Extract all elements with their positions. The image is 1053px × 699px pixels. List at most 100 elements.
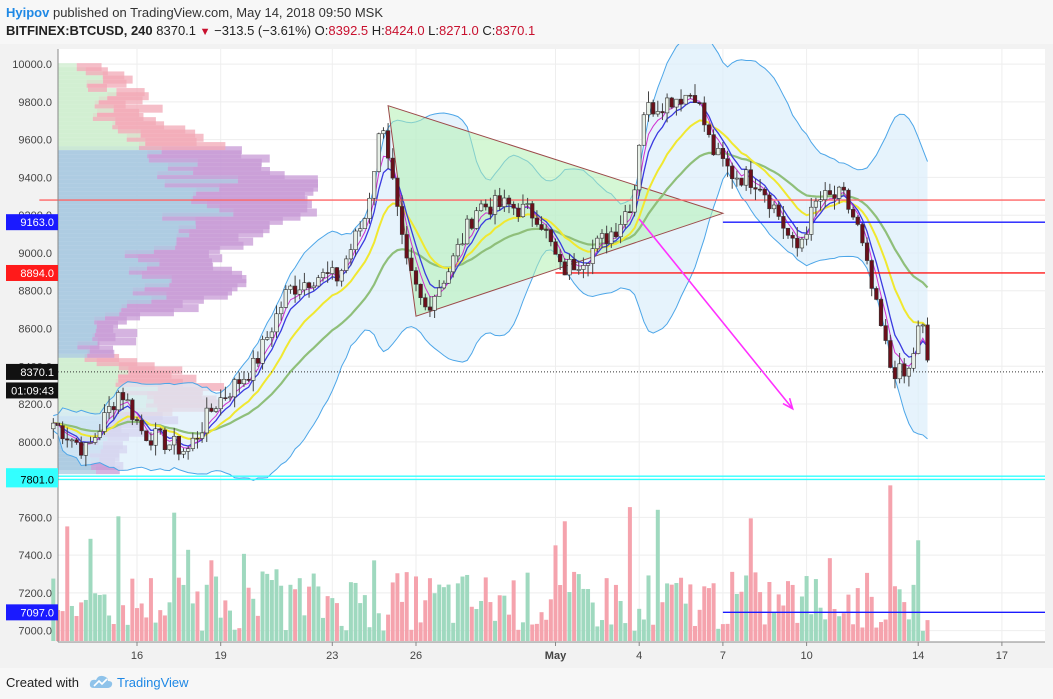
candle-body <box>539 224 544 230</box>
tradingview-cloud-icon[interactable] <box>88 673 114 691</box>
candle-body <box>65 438 70 441</box>
profile-bar-up <box>58 349 88 358</box>
candle-body <box>632 189 637 213</box>
candle-body <box>534 217 539 225</box>
profile-bar-down <box>237 175 318 184</box>
candles <box>51 84 930 467</box>
ma-slow-line <box>53 151 929 435</box>
profile-bar-down <box>89 345 114 354</box>
profile-bar-up <box>58 221 196 230</box>
x-axis[interactable]: 16 19 23 26 May 4 7 10 14 17 <box>58 641 1045 662</box>
profile-bar-down <box>117 125 186 134</box>
candle-body <box>664 97 670 114</box>
candle-body <box>860 224 865 244</box>
candle-body <box>269 331 274 338</box>
candle-body <box>730 165 735 180</box>
volume-bar <box>897 589 902 641</box>
candle-body <box>167 444 172 450</box>
candle-body <box>339 270 344 282</box>
volume-bar <box>720 624 725 641</box>
candle-body <box>162 429 168 450</box>
volume-bar <box>660 602 665 641</box>
publish-info: Hyipov published on TradingView.com, May… <box>6 5 383 20</box>
profile-bar-down <box>193 166 270 175</box>
volume-bar <box>223 600 228 641</box>
candle-body <box>609 231 614 244</box>
volume-bar <box>455 583 460 641</box>
candle-body <box>144 430 149 441</box>
volume-bar <box>786 581 790 641</box>
profile-bar-down <box>195 221 270 230</box>
volume-bar <box>316 586 321 641</box>
candle-body <box>186 448 191 452</box>
volume-bar <box>121 605 126 641</box>
volume-bar <box>390 582 395 641</box>
candle-body <box>599 233 605 239</box>
volume-bar <box>139 603 144 641</box>
volume-bar <box>795 622 800 641</box>
candle-body <box>762 189 767 196</box>
price-label-box <box>6 214 58 231</box>
candle-body <box>418 283 423 299</box>
volume-bar <box>404 572 409 641</box>
profile-bar-up <box>58 258 160 267</box>
candle-body <box>855 216 860 225</box>
candle-body <box>892 367 898 380</box>
candle-body <box>548 229 553 243</box>
tradingview-link[interactable]: TradingView <box>117 675 189 690</box>
volume-bar <box>553 545 558 641</box>
profile-bar-up <box>58 391 148 400</box>
profile-bar-up <box>58 333 93 342</box>
volume-bar <box>534 623 539 641</box>
volume-bar <box>804 576 809 641</box>
profile-bar-down <box>118 362 155 371</box>
profile-bar-up <box>58 125 118 134</box>
y-axis[interactable]: 7000.07200.07400.07600.07800.08000.08200… <box>12 49 59 642</box>
volume-bar <box>744 575 749 641</box>
profile-bar-up <box>58 121 113 130</box>
volume-bar <box>595 626 600 641</box>
candle-body <box>734 177 739 180</box>
profile-bar-down <box>147 262 214 271</box>
volume-bar <box>520 622 525 641</box>
candle-body <box>492 195 498 215</box>
candle-body <box>320 272 326 278</box>
profile-bar-up <box>58 175 238 184</box>
candle-body <box>297 289 302 295</box>
x-tick-label: 16 <box>131 650 143 662</box>
candle-body <box>520 203 526 217</box>
volume-bar <box>837 616 842 641</box>
volume-bar <box>623 623 628 641</box>
author-name[interactable]: Hyipov <box>6 5 50 20</box>
profile-bar-down <box>77 341 100 350</box>
profile-bar-up <box>58 283 145 292</box>
profile-bar-up <box>58 83 89 92</box>
profile-bar-up <box>58 225 179 234</box>
volume-bar <box>813 579 818 641</box>
volume-bar <box>618 601 623 641</box>
volume-bar <box>153 622 158 641</box>
trend-arrow[interactable] <box>638 218 794 411</box>
x-tick-label: 19 <box>215 650 227 662</box>
candle-body <box>102 412 107 432</box>
horizontal-levels[interactable] <box>39 199 1045 614</box>
candle-body <box>134 419 140 421</box>
y-tick-label: 9000.0 <box>18 248 52 260</box>
volume-bar <box>665 583 670 641</box>
volume-bar <box>697 609 702 641</box>
profile-bar-down <box>118 370 172 379</box>
volume-bar <box>283 630 288 641</box>
candle-body <box>381 130 386 135</box>
profile-bar-up <box>58 104 114 113</box>
price-label-text: 7801.0 <box>20 474 54 486</box>
profile-bar-up <box>58 250 125 259</box>
candle-body <box>827 190 832 195</box>
price-chart[interactable]: 7000.07200.07400.07600.07800.08000.08200… <box>0 44 1053 668</box>
candle-body <box>427 306 433 311</box>
profile-bar-down <box>107 92 149 101</box>
profile-bar-down <box>88 83 107 92</box>
candle-body <box>176 435 181 455</box>
volume-bar <box>772 612 777 641</box>
volume-bar <box>367 627 372 641</box>
candle-body <box>590 248 595 264</box>
